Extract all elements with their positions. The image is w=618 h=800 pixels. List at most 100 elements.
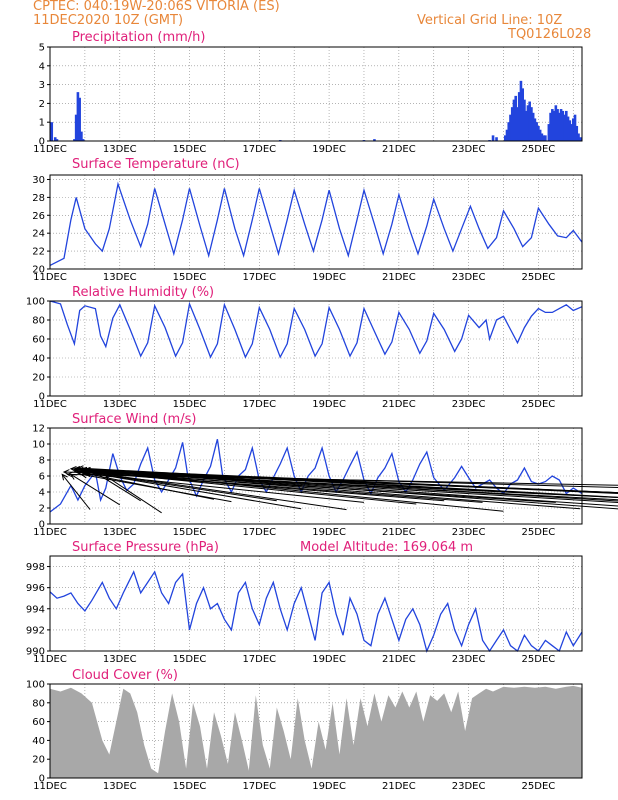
y-tick-label: 26 — [32, 211, 45, 222]
y-tick-label: 30 — [32, 175, 45, 186]
x-tick-label: 11DEC — [33, 781, 67, 792]
precip-bar — [503, 135, 507, 141]
precip-bar — [559, 109, 563, 141]
precip-bar — [578, 137, 582, 141]
x-tick-label: 19DEC — [312, 272, 346, 283]
x-tick-label: 21DEC — [382, 399, 416, 410]
wind-arrow — [84, 471, 302, 510]
x-tick-label: 19DEC — [312, 144, 346, 155]
y-tick-label: 12 — [32, 424, 45, 435]
y-tick-label: 5 — [39, 43, 45, 54]
x-tick-label: 13DEC — [103, 654, 137, 665]
precip-bar — [519, 80, 523, 141]
y-tick-label: 20 — [32, 755, 45, 766]
precip-bar — [55, 139, 59, 141]
precip-bar — [78, 97, 81, 141]
precip-bar — [565, 110, 568, 141]
precip-bar — [495, 137, 498, 141]
precip-bar — [528, 101, 531, 141]
wind-arrow-head — [62, 469, 70, 476]
precip-bar — [524, 110, 528, 141]
y-tick-label: 992 — [26, 625, 45, 636]
y-tick-label: 100 — [26, 680, 45, 691]
x-tick-label: 23DEC — [452, 654, 486, 665]
y-tick-label: 996 — [26, 583, 45, 594]
x-tick-label: 21DEC — [382, 781, 416, 792]
panel-frame — [49, 683, 583, 779]
precip-bar — [570, 124, 573, 141]
wind-arrow — [70, 473, 121, 506]
temperature-line — [49, 181, 583, 266]
x-tick-label: 19DEC — [312, 654, 346, 665]
precip-bar — [563, 114, 566, 141]
precip-bar — [517, 92, 521, 141]
precip-bar — [558, 112, 561, 141]
precip-bar — [542, 135, 545, 141]
wind-arrow — [84, 473, 365, 503]
y-tick-label: 4 — [39, 61, 45, 72]
precip-bar — [573, 114, 577, 141]
y-tick-label: 80 — [32, 698, 45, 709]
panel-1: 0 1 2 3 4 5 11DEC 13DEC 15DEC 17DEC 19DEC 21DEC 23DE… — [33, 30, 583, 155]
y-tick-label: 60 — [32, 717, 45, 728]
precip-bar — [526, 105, 530, 141]
x-tick-label: 23DEC — [452, 399, 486, 410]
panel-4: 0 2 4 6 8 10 12 11DEC 13DEC 15DEC 17DEC 19DEC 21DEC 2… — [32, 412, 618, 538]
precip-bar — [491, 135, 495, 141]
panel-2: 20 22 24 26 28 30 11DEC 13DEC 15DEC 17DEC 19DEC 21D… — [32, 157, 583, 283]
x-tick-label: 25DEC — [522, 781, 556, 792]
wind-arrow-head — [61, 473, 68, 481]
panel-3: 0 20 40 60 80 100 11DEC 13DEC 15DEC 17DEC 19DEC 21D… — [26, 285, 583, 410]
x-tick-label: 13DEC — [103, 527, 137, 538]
precip-bar — [74, 114, 78, 141]
precip-bar — [540, 133, 544, 141]
precip-bar — [549, 112, 552, 141]
x-tick-label: 21DEC — [382, 144, 416, 155]
precip-bar — [556, 109, 559, 141]
x-tick-label: 25DEC — [522, 654, 556, 665]
x-tick-label: 11DEC — [33, 144, 67, 155]
precip-bar — [521, 88, 524, 141]
x-tick-label: 15DEC — [173, 527, 207, 538]
humidity-line — [49, 300, 583, 359]
panel-frame — [49, 174, 583, 270]
precip-bar — [554, 105, 558, 141]
precip-bar — [76, 92, 80, 141]
precip-bar — [523, 99, 526, 141]
y-tick-label: 40 — [32, 736, 45, 747]
y-tick-label: 28 — [32, 193, 45, 204]
x-tick-label: 11DEC — [33, 272, 67, 283]
y-tick-label: 1 — [39, 118, 45, 129]
panel-5: 990 992 994 996 998 11DEC 13DEC 15DEC 17DEC 19DEC… — [26, 540, 583, 665]
precip-bar — [538, 129, 542, 141]
precip-bar — [80, 131, 83, 141]
precip-bar — [566, 116, 570, 141]
x-tick-label: 19DEC — [312, 781, 346, 792]
y-tick-label: 994 — [26, 604, 45, 615]
x-tick-label: 21DEC — [382, 527, 416, 538]
x-tick-label: 21DEC — [382, 272, 416, 283]
precip-bar — [575, 125, 579, 141]
precip-bar — [373, 139, 376, 141]
precip-bar — [516, 107, 519, 141]
x-tick-label: 17DEC — [242, 654, 276, 665]
y-tick-label: 2 — [39, 99, 45, 110]
x-tick-label: 25DEC — [522, 144, 556, 155]
precip-bar — [544, 135, 547, 141]
y-tick-label: 10 — [32, 440, 45, 451]
wind-arrow-head — [66, 471, 74, 478]
y-tick-label: 20 — [32, 373, 45, 384]
y-tick-label: 2 — [39, 504, 45, 515]
y-tick-label: 4 — [39, 488, 45, 499]
precip-bar — [537, 125, 540, 141]
precip-bar — [551, 109, 554, 141]
precip-bar — [512, 99, 516, 141]
precip-bar — [535, 122, 538, 141]
x-tick-label: 15DEC — [173, 399, 207, 410]
y-tick-label: 0 — [39, 520, 45, 531]
x-tick-label: 13DEC — [103, 272, 137, 283]
x-tick-label: 17DEC — [242, 272, 276, 283]
x-tick-label: 23DEC — [452, 781, 486, 792]
precip-bar — [81, 139, 85, 141]
wind-arrow — [105, 475, 162, 514]
